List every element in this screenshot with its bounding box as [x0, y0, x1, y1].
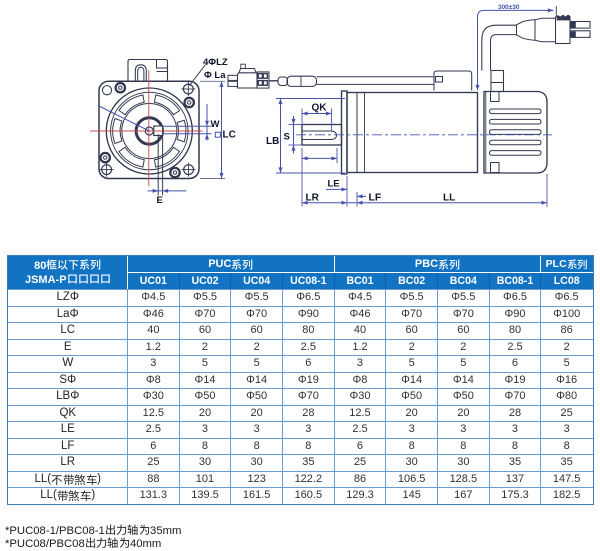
svg-text:W: W	[211, 119, 220, 130]
svg-text:LR: LR	[306, 193, 320, 204]
svg-text:E: E	[157, 195, 163, 206]
svg-text:300±30: 300±30	[498, 4, 520, 11]
svg-text:LB: LB	[266, 136, 279, 147]
svg-text:Φ La: Φ La	[204, 70, 226, 81]
svg-text:LF: LF	[369, 192, 382, 204]
svg-text:QK: QK	[312, 103, 328, 114]
svg-text:LE: LE	[328, 179, 340, 190]
svg-text:LL: LL	[443, 193, 455, 204]
svg-text:4ΦLZ: 4ΦLZ	[203, 57, 228, 68]
svg-text:LC: LC	[223, 130, 236, 141]
svg-text:S: S	[284, 132, 290, 143]
